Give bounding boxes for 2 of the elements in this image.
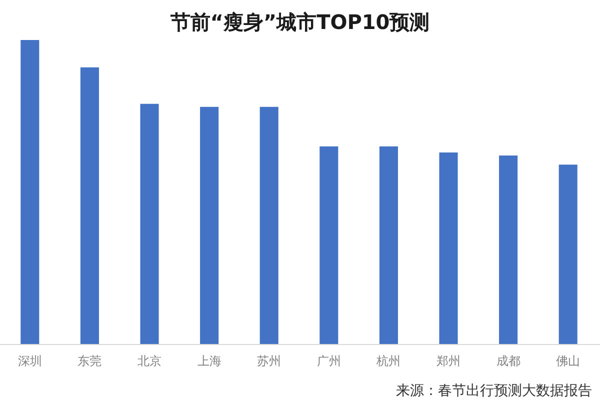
annotation: 来源：春节出行预测大数据报告 xyxy=(396,383,592,399)
title: 节前“瘦身”城市TOP10预测 xyxy=(170,10,430,34)
